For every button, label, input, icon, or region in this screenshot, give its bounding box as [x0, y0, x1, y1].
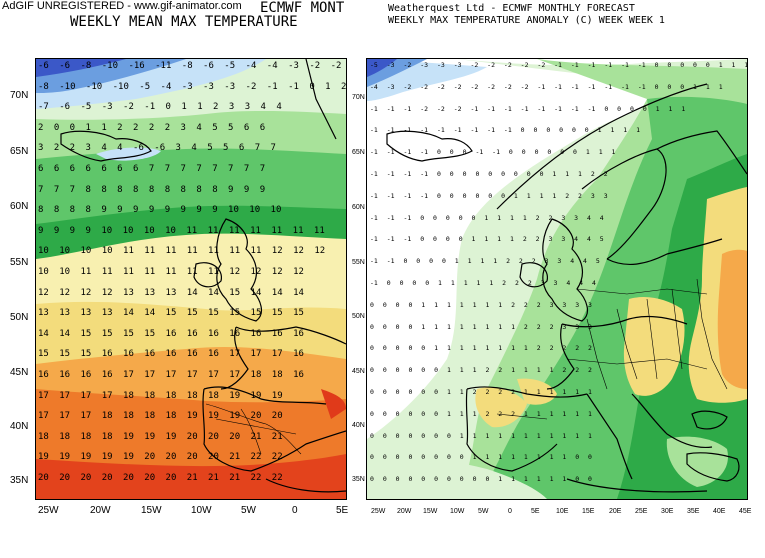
left-map-shading — [36, 59, 346, 499]
grid-row: -1 -1 -1 -2 -2 -2 -1 -1 -1 -1 -1 -1 -1 -… — [370, 104, 686, 113]
left-lat-label: 45N — [10, 367, 29, 378]
grid-row: 2 0 0 1 1 2 2 2 2 3 4 5 5 6 6 — [38, 122, 266, 133]
grid-row: -1 -1 0 0 0 0 1 1 1 1 2 2 2 3 3 4 4 5 — [370, 257, 600, 266]
grid-row: -1 0 0 0 0 1 1 1 1 1 2 2 2 3 3 4 4 4 — [370, 279, 596, 287]
left-lon-label: 25W — [38, 505, 59, 516]
grid-row: 17 17 17 17 18 18 18 18 18 19 19 19 — [38, 390, 283, 401]
grid-row: -1 -1 -1 0 0 0 0 1 1 1 1 2 2 3 3 4 4 5 — [370, 235, 604, 244]
grid-row: 19 19 19 19 19 20 20 20 20 21 22 22 — [38, 452, 283, 463]
left-lat-label: 55N — [10, 257, 29, 268]
grid-row: 16 16 16 16 17 17 17 17 17 17 18 18 16 — [38, 370, 304, 380]
right-lon-label: 25E — [635, 508, 648, 515]
left-lat-label: 35N — [10, 475, 29, 486]
grid-row: 0 0 0 0 1 1 1 1 1 1 1 1 2 2 2 3 3 3 — [370, 322, 592, 331]
right-lon-label: 0 — [508, 508, 512, 515]
right-lon-label: 35E — [687, 508, 700, 515]
grid-row: 13 13 13 13 14 14 15 15 15 15 15 15 15 — [38, 308, 304, 319]
grid-row: -5 -3 -2 -3 -3 -3 -2 -2 -2 -2 -2 -1 -1 -… — [370, 61, 748, 69]
right-lon-label: 45E — [739, 508, 752, 515]
right-lon-label: 20W — [397, 508, 412, 515]
grid-row: -1 -1 -1 0 0 0 0 0 1 1 1 1 2 2 3 3 4 4 — [370, 213, 604, 222]
grid-row: 0 0 0 0 0 0 1 1 2 2 2 2 1 1 1 1 1 1 — [370, 388, 592, 396]
left-lon-label: 5W — [241, 505, 256, 516]
grid-row: 0 0 0 0 0 0 0 0 0 0 1 1 1 1 1 1 0 0 — [370, 475, 592, 484]
grid-row: 18 18 18 18 19 19 19 20 20 20 21 21 — [38, 431, 283, 442]
right-lat-label: 50N — [352, 313, 365, 320]
right-map-shading — [367, 59, 747, 499]
right-lon-label: 30E — [661, 508, 674, 515]
grid-row: 7 7 7 8 8 8 8 8 8 8 8 8 9 9 9 — [38, 184, 266, 195]
grid-row: 17 17 17 18 18 18 18 19 19 19 20 20 — [38, 411, 283, 422]
right-lon-label: 15E — [582, 508, 595, 515]
left-lat-label: 40N — [10, 421, 29, 432]
right-lon-label: 40E — [713, 508, 726, 515]
right-anomaly-map: -5 -3 -2 -3 -3 -3 -2 -2 -2 -2 -2 -1 -1 -… — [366, 58, 748, 500]
left-lon-label: 0 — [292, 505, 298, 516]
right-lat-label: 65N — [352, 149, 365, 156]
grid-row: -6 -6 -8 -10 -16 -11 -8 -6 -5 -4 -4 -3 -… — [38, 61, 346, 71]
grid-row: 15 15 15 16 16 16 16 16 16 17 17 17 16 — [38, 349, 304, 360]
right-lat-label: 70N — [352, 94, 365, 101]
right-lon-label: 5E — [531, 508, 540, 515]
left-lon-label: 10W — [191, 505, 212, 516]
grid-row: 0 0 0 0 0 0 1 1 1 2 2 2 1 1 1 1 1 1 — [370, 409, 592, 418]
left-title-line1: ECMWF MONT — [260, 0, 345, 16]
grid-row: 0 0 0 0 0 0 1 1 1 2 2 1 1 1 1 2 2 2 — [370, 366, 592, 375]
grid-row: 10 10 11 11 11 11 11 11 11 12 12 12 12 — [38, 267, 304, 277]
left-lon-label: 15W — [141, 505, 162, 516]
right-title-line1: Weatherquest Ltd - ECMWF MONTHLY FORECAS… — [388, 3, 635, 14]
left-lat-label: 50N — [10, 312, 29, 323]
right-lon-label: 5W — [478, 508, 489, 515]
left-lat-label: 65N — [10, 146, 29, 157]
grid-row: 0 0 0 0 0 0 0 0 1 1 1 1 1 1 1 1 0 0 — [370, 453, 592, 462]
left-lon-label: 20W — [90, 505, 111, 516]
grid-row: -1 -1 -1 -1 0 0 0 0 0 0 0 0 0 1 1 1 2 2 — [370, 170, 608, 178]
grid-row: 0 0 0 0 0 0 0 1 1 1 1 1 1 1 1 1 1 1 — [370, 431, 592, 440]
right-lat-label: 55N — [352, 259, 365, 266]
left-lon-label: 5E — [336, 505, 349, 516]
right-lon-label: 10E — [556, 508, 569, 515]
grid-row: -1 -1 -1 -1 0 0 0 -1 -1 0 0 0 0 0 0 1 1 … — [370, 148, 616, 157]
right-lat-label: 60N — [352, 204, 365, 211]
right-lon-label: 15W — [423, 508, 438, 515]
grid-row: 14 14 15 15 15 15 16 16 16 16 16 16 16 — [38, 328, 304, 339]
grid-row: 20 20 20 20 20 20 20 21 21 21 22 22 — [38, 473, 283, 483]
grid-row: -7 -6 -5 -3 -2 -1 0 1 1 2 3 3 4 4 — [38, 102, 282, 113]
grid-row: -4 -3 -2 -2 -2 -2 -2 -2 -2 -2 -1 -1 -1 -… — [370, 82, 723, 91]
grid-row: 10 10 10 10 11 11 11 11 11 11 11 12 12 1… — [38, 246, 326, 257]
left-title-line2: WEEKLY MEAN MAX TEMPERATURE — [70, 14, 298, 30]
grid-row: 12 12 12 12 13 13 13 14 14 15 14 14 14 — [38, 287, 304, 298]
left-temperature-map: -6 -6 -8 -10 -16 -11 -8 -6 -5 -4 -4 -3 -… — [35, 58, 347, 500]
grid-row: 3 2 2 3 4 4 -6 -6 3 4 5 5 6 7 7 — [38, 143, 276, 154]
right-lon-label: 20E — [609, 508, 622, 515]
grid-row: 6 6 6 6 6 6 6 7 7 7 7 7 7 7 7 — [38, 164, 266, 174]
right-lat-label: 40N — [352, 422, 365, 429]
left-lat-label: 70N — [10, 90, 29, 101]
left-lat-label: 60N — [10, 201, 29, 212]
right-lon-label: 25W — [371, 508, 386, 515]
watermark-text: AdGIF UNREGISTERED - www.gif-animator.co… — [2, 0, 242, 12]
right-lat-label: 35N — [352, 476, 365, 483]
grid-row: 0 0 0 0 1 1 1 1 1 1 1 2 2 2 3 3 3 3 — [370, 300, 592, 309]
grid-row: -1 -1 -1 -1 0 0 0 0 0 0 1 1 1 1 2 2 3 3 — [370, 191, 608, 200]
right-lon-label: 10W — [450, 508, 465, 515]
grid-row: 8 8 8 8 9 9 9 9 9 9 9 9 10 10 10 — [38, 205, 282, 216]
grid-row: -8 -10 -10 -10 -5 -4 -3 -3 -3 -2 -1 -1 0… — [38, 81, 347, 92]
right-lat-label: 45N — [352, 368, 365, 375]
right-title-line2: WEEKLY MAX TEMPERATURE ANOMALY (C) WEEK … — [388, 15, 665, 26]
grid-row: -1 -1 -1 -1 -1 -1 -1 -1 -1 0 0 0 0 0 0 1… — [370, 126, 641, 135]
grid-row: 0 0 0 0 0 1 1 1 1 1 1 1 1 2 2 2 2 2 — [370, 344, 592, 353]
grid-row: 9 9 9 9 10 10 10 10 11 11 11 11 11 11 11 — [38, 225, 325, 236]
